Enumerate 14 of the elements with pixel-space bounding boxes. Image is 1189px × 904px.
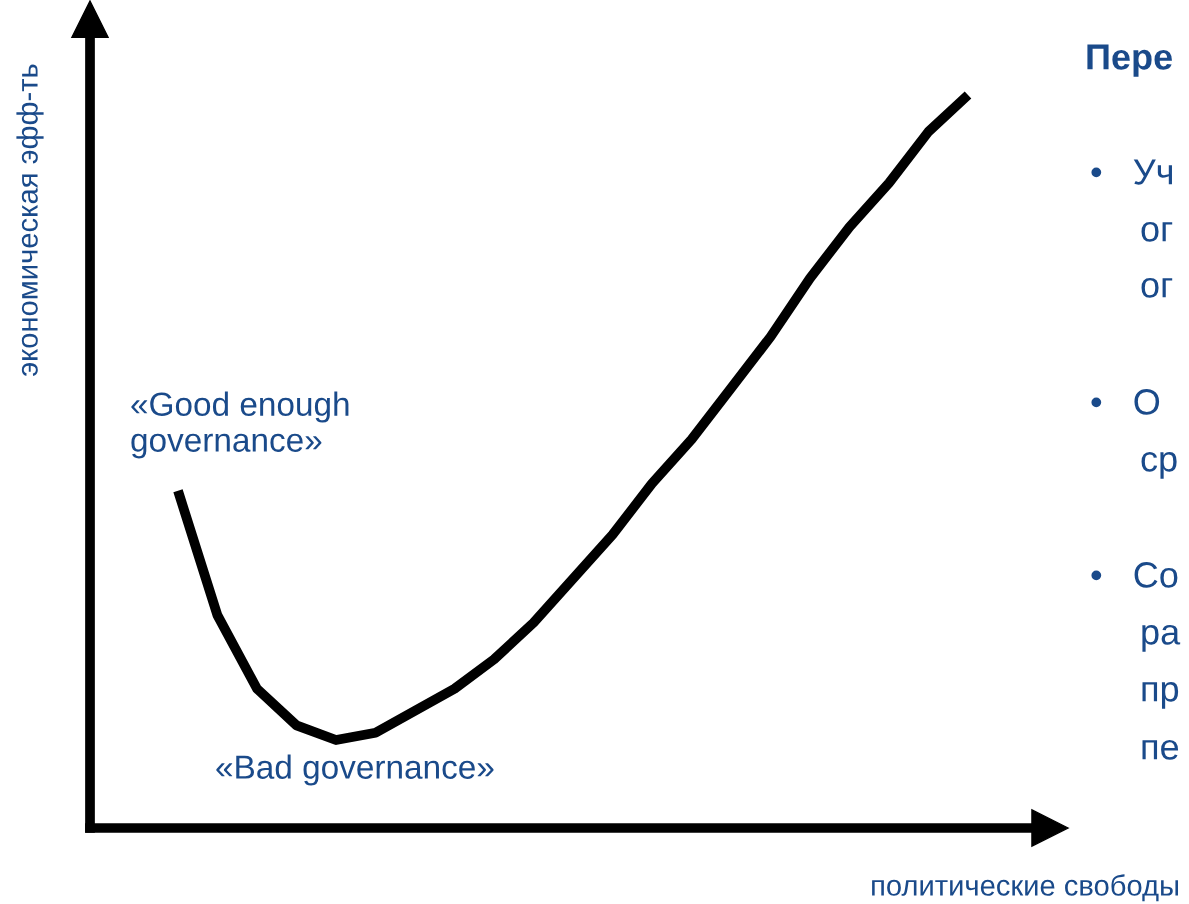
text: ра	[1142, 624, 1181, 652]
text: • Со	[1091, 562, 1178, 588]
annotation: «Bad governance»	[216, 754, 494, 786]
text: пр	[1142, 681, 1179, 709]
text: Пере	[1087, 44, 1172, 77]
annotation: «Good enough governance»	[131, 391, 349, 459]
text: пе	[1142, 739, 1179, 760]
text: ог	[1141, 277, 1173, 298]
text: • О	[1091, 389, 1160, 415]
y-axis-title: экономическая эфф-ть	[16, 64, 44, 376]
text: • Уч	[1091, 159, 1172, 185]
text: ср	[1141, 451, 1177, 479]
x-axis-title: политические свободы	[872, 874, 1178, 902]
text: ог	[1141, 221, 1173, 242]
